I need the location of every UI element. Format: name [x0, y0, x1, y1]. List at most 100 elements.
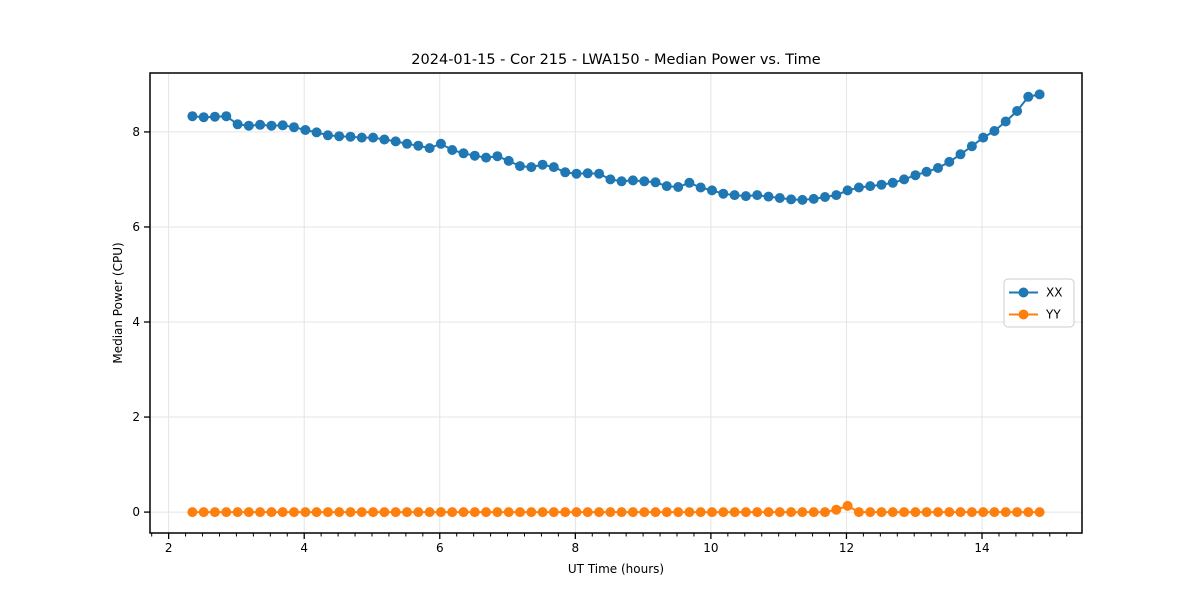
- legend-item-xx: XX: [1009, 286, 1062, 300]
- data-point: [605, 174, 616, 185]
- data-point: [944, 507, 955, 518]
- data-point: [605, 507, 616, 518]
- data-point: [707, 507, 717, 518]
- data-point: [876, 507, 887, 518]
- data-point: [345, 507, 356, 518]
- data-point: [560, 167, 571, 178]
- legend: XX YY: [1003, 278, 1075, 328]
- data-point: [413, 507, 424, 518]
- legend-marker-yy: [1018, 309, 1029, 320]
- y-tick-labels: 0 2 4 6 8: [132, 125, 140, 519]
- data-point: [955, 149, 966, 160]
- data-point: [560, 507, 571, 518]
- data-point: [966, 141, 977, 152]
- data-point: [526, 162, 537, 173]
- data-point: [345, 131, 356, 142]
- data-point: [582, 168, 593, 179]
- data-point: [831, 504, 842, 515]
- data-point: [684, 177, 695, 188]
- data-point: [695, 507, 706, 518]
- data-point: [910, 507, 921, 518]
- data-point: [820, 507, 830, 518]
- data-point: [435, 507, 446, 518]
- data-point: [537, 159, 548, 170]
- data-point: [277, 507, 288, 518]
- data-point: [865, 507, 876, 518]
- tick-marks: [144, 131, 1068, 539]
- data-point: [752, 507, 763, 518]
- data-point: [887, 177, 898, 188]
- data-point: [978, 132, 989, 143]
- data-point: [1000, 116, 1011, 127]
- data-point: [966, 507, 977, 518]
- data-point: [650, 177, 661, 188]
- data-point: [718, 188, 729, 199]
- data-point: [447, 145, 458, 155]
- data-point: [266, 507, 277, 518]
- plot-border: [149, 72, 1083, 534]
- data-point: [255, 119, 266, 130]
- y-tick-label: 2: [132, 410, 140, 424]
- data-point: [808, 507, 819, 518]
- data-point: [786, 194, 797, 205]
- data-point: [729, 190, 740, 201]
- data-point: [334, 131, 345, 142]
- data-point: [684, 507, 695, 518]
- data-point: [334, 507, 345, 518]
- data-series: [187, 89, 1045, 518]
- y-tick-label: 8: [132, 125, 140, 139]
- data-point: [548, 507, 559, 518]
- data-point: [368, 507, 379, 518]
- x-tick-label: 8: [572, 541, 580, 555]
- data-point: [752, 190, 763, 201]
- data-point: [853, 182, 864, 193]
- legend-box: [1003, 278, 1075, 328]
- legend-label-yy: YY: [1045, 308, 1061, 322]
- data-point: [379, 507, 390, 518]
- data-point: [424, 507, 435, 518]
- x-tick-label: 2: [165, 541, 173, 555]
- x-tick-labels: 2 4 6 8 10 12 14: [165, 541, 990, 555]
- legend-marker-xx: [1018, 287, 1029, 298]
- data-point: [402, 507, 412, 518]
- data-point: [786, 507, 797, 518]
- data-point: [797, 507, 808, 518]
- data-point: [277, 120, 288, 131]
- data-point: [876, 179, 887, 190]
- data-point: [1034, 507, 1045, 518]
- data-point: [289, 122, 299, 133]
- data-point: [1023, 507, 1034, 518]
- data-point: [774, 193, 785, 203]
- data-point: [616, 507, 627, 518]
- x-tick-label: 10: [703, 541, 718, 555]
- data-point: [989, 126, 1000, 136]
- data-point: [469, 507, 480, 518]
- data-point: [368, 132, 379, 143]
- data-point: [921, 507, 932, 518]
- data-point: [402, 138, 412, 149]
- data-point: [322, 507, 333, 518]
- x-tick-label: 6: [436, 541, 444, 555]
- data-point: [243, 507, 254, 518]
- data-point: [594, 507, 605, 518]
- data-point: [424, 143, 435, 154]
- data-point: [887, 507, 898, 518]
- data-point: [842, 185, 853, 196]
- x-axis-label: UT Time (hours): [568, 562, 664, 576]
- data-point: [673, 182, 684, 192]
- data-point: [661, 181, 672, 192]
- data-point: [469, 150, 480, 161]
- data-point: [921, 166, 932, 177]
- data-point: [797, 194, 808, 205]
- data-point: [740, 191, 751, 202]
- data-point: [447, 507, 458, 518]
- data-point: [673, 507, 684, 518]
- data-point: [198, 112, 209, 123]
- y-axis-label: Median Power (CPU): [111, 242, 125, 363]
- data-point: [763, 507, 774, 518]
- data-point: [221, 111, 232, 122]
- data-point: [435, 138, 446, 149]
- data-point: [300, 507, 311, 518]
- series-line-xx: [192, 93, 1040, 201]
